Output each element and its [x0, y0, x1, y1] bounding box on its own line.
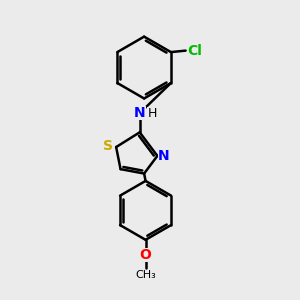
Text: CH₃: CH₃	[135, 270, 156, 280]
Text: N: N	[158, 149, 170, 163]
Text: O: O	[140, 248, 152, 262]
Text: S: S	[103, 140, 113, 154]
Text: N: N	[134, 106, 146, 120]
Text: H: H	[147, 107, 157, 120]
Text: Cl: Cl	[187, 44, 202, 58]
